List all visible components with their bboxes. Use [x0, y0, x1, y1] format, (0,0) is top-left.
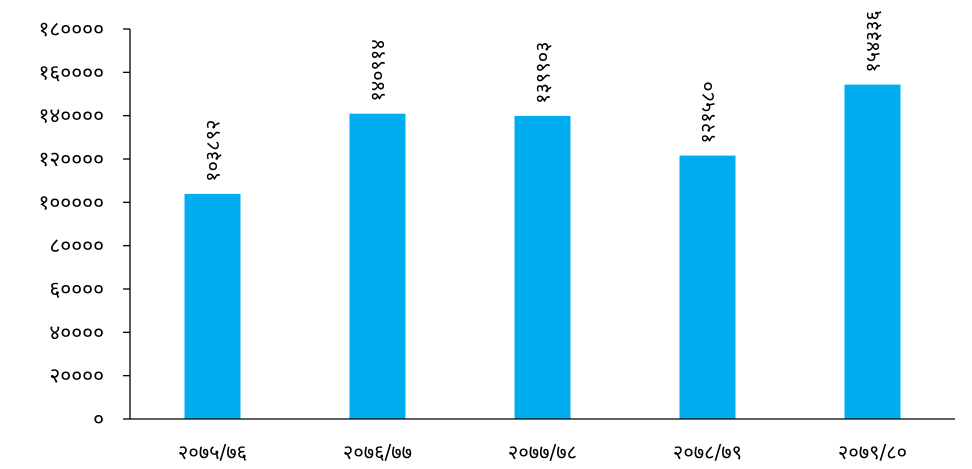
bar	[349, 113, 406, 419]
bar	[184, 193, 241, 419]
bar	[844, 84, 901, 419]
y-tick-label: १८००००	[38, 17, 104, 41]
y-tick-label: ६००००	[49, 277, 104, 301]
data-labels: १०३८९२ १४०९१४ १३९९०३ १२१५८० १५४३३६	[201, 10, 885, 182]
x-tick-label: २०७६/७७	[343, 440, 412, 464]
data-label: १४०९१४	[366, 39, 390, 101]
data-label: १२१५८०	[696, 81, 720, 143]
y-axis: ० २०००० ४०००० ६०००० ८०००० १००००० १२०००० १४०००० १…	[38, 17, 131, 431]
y-tick-label: १६००००	[38, 60, 104, 84]
y-tick-label: २००००	[49, 364, 104, 388]
bars	[184, 84, 901, 419]
x-axis: २०७५/७६ २०७६/७७ २०७७/७८ २०७८/७९ २०७९/८०	[130, 418, 955, 464]
y-tick-label: १२००००	[38, 147, 104, 171]
x-tick-label: २०७७/७८	[508, 440, 577, 464]
bar	[514, 115, 571, 419]
y-tick-label: १४००००	[38, 104, 104, 128]
y-tick-label: ४००००	[49, 320, 104, 344]
bar	[679, 155, 736, 419]
x-tick-label: २०७९/८०	[838, 440, 907, 464]
data-label: १३९९०३	[531, 41, 555, 103]
x-tick-label: २०७८/७९	[673, 440, 742, 464]
y-tick-label: ०	[93, 407, 104, 431]
data-label: १५४३३६	[861, 10, 885, 72]
data-label: १०३८९२	[201, 119, 225, 181]
y-tick-label: १०००००	[38, 190, 104, 214]
y-tick-label: ८००००	[49, 234, 104, 258]
x-tick-label: २०७५/७६	[178, 440, 247, 464]
